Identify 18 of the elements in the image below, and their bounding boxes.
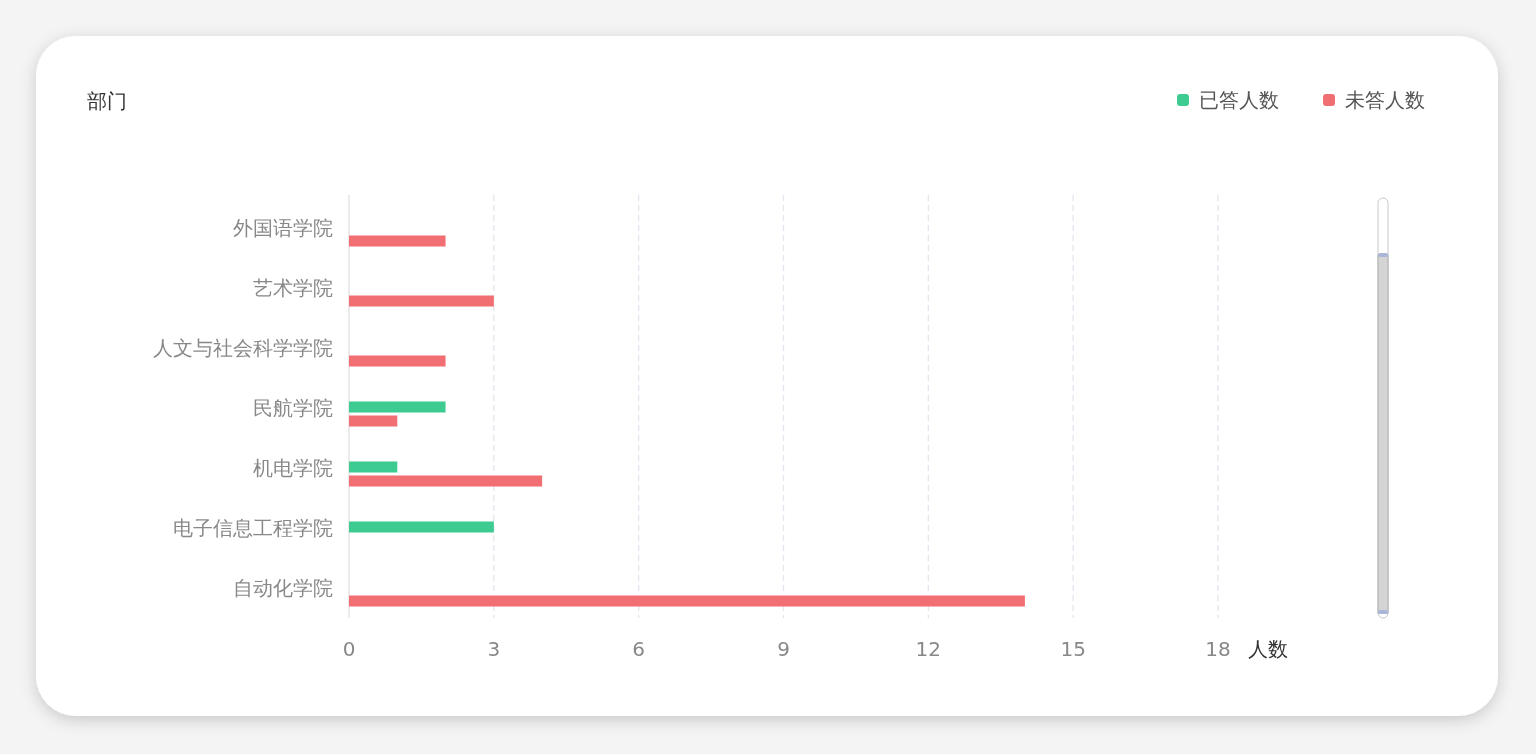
- y-axis-title: 部门: [87, 89, 127, 113]
- x-tick-label: 15: [1060, 637, 1086, 661]
- x-tick-label: 18: [1205, 637, 1231, 661]
- x-tick-label: 6: [632, 637, 646, 661]
- legend-label: 未答人数: [1345, 88, 1425, 112]
- y-tick-label: 民航学院: [253, 396, 333, 420]
- y-tick-label: 人文与社会科学学院: [153, 336, 333, 360]
- legend-label: 已答人数: [1199, 88, 1279, 112]
- x-tick-label: 12: [915, 637, 942, 661]
- y-tick-label: 自动化学院: [233, 576, 333, 600]
- x-axis-title: 人数: [1248, 637, 1288, 661]
- y-tick-label: 艺术学院: [253, 276, 333, 300]
- x-tick-label: 3: [487, 637, 501, 661]
- x-tick-label: 0: [342, 637, 356, 661]
- x-tick-label: 9: [777, 637, 790, 661]
- y-tick-label: 电子信息工程学院: [173, 516, 333, 540]
- y-tick-label: 机电学院: [253, 456, 333, 480]
- y-tick-label: 外国语学院: [233, 216, 333, 240]
